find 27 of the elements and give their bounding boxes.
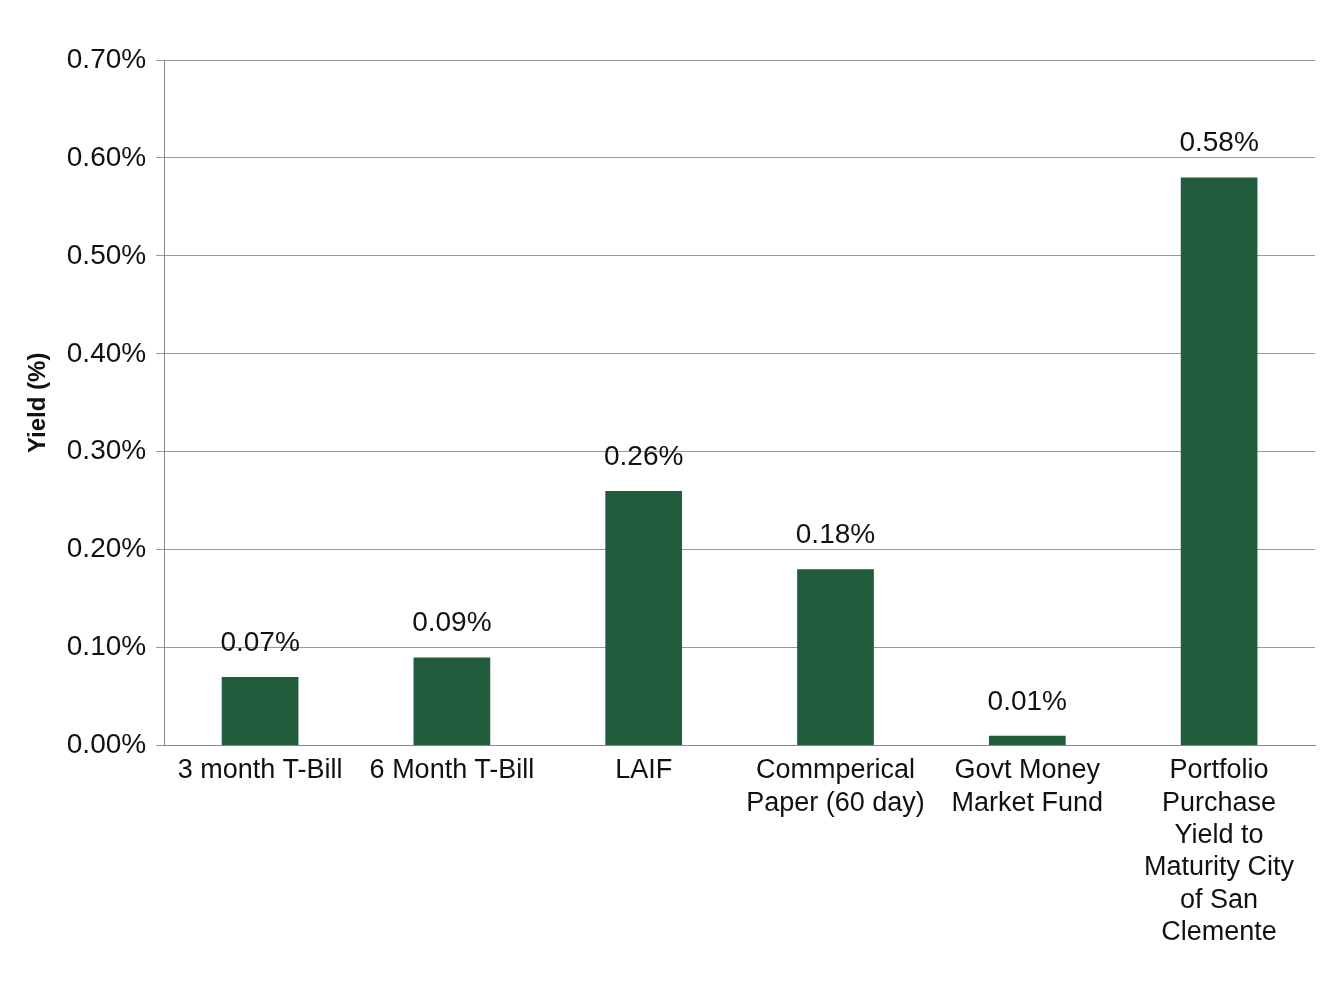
data-label: 0.18%: [795, 518, 876, 550]
y-tick-label: 0.50%: [66, 238, 147, 270]
bar: [797, 569, 874, 746]
y-tick-label: 0.70%: [66, 42, 147, 74]
data-label: 0.01%: [987, 684, 1067, 716]
bar: [1180, 177, 1258, 746]
y-tick-label: 0.30%: [66, 434, 147, 466]
x-tick-label: Govt Money Market Fund: [951, 754, 1104, 817]
y-tick-label: 0.00%: [66, 728, 147, 760]
y-tick-label: 0.40%: [66, 336, 147, 368]
y-tick-label: 0.10%: [66, 630, 147, 662]
y-tick-label: 0.60%: [66, 140, 147, 172]
data-label: 0.09%: [412, 606, 492, 638]
y-axis-title: Yield (%): [23, 352, 51, 454]
x-tick-label: 3 month T-Bill: [177, 754, 343, 785]
bar: [605, 490, 683, 746]
x-tick-label: Commperical Paper (60 day): [746, 754, 925, 817]
x-tick-label: Portfolio Purchase Yield to Maturity City of San Clemente: [1144, 754, 1295, 947]
x-tick-label: 6 Month T-Bill: [369, 754, 535, 785]
bar: [988, 735, 1066, 746]
bar: [221, 677, 299, 746]
data-label: 0.58%: [1179, 126, 1259, 158]
x-tick-label: LAIF: [615, 754, 673, 785]
data-label: 0.26%: [603, 439, 684, 471]
y-tick-label: 0.20%: [66, 532, 147, 564]
bar: [413, 657, 491, 746]
data-label: 0.07%: [220, 625, 300, 657]
